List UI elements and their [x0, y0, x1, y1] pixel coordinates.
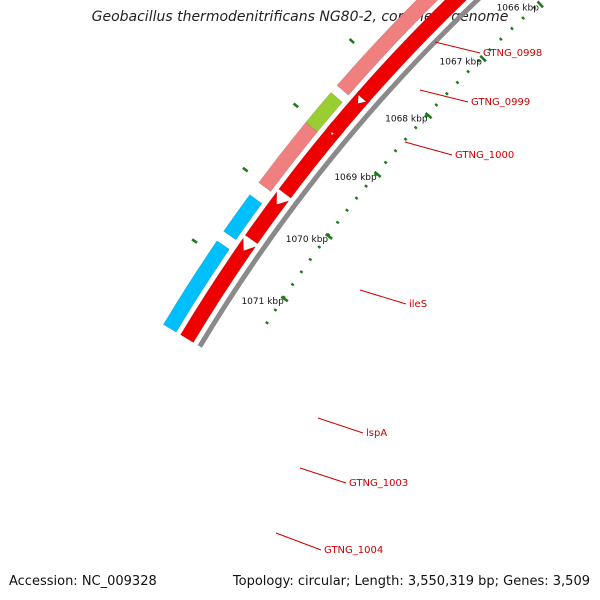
gene-feature: [336, 0, 439, 96]
major-tick: [242, 166, 249, 173]
tick-mark: [455, 80, 460, 85]
kbp-label: 1066 kbp: [497, 3, 540, 13]
tick-mark: [498, 37, 503, 42]
gene-label: GTNG_1003: [349, 478, 408, 489]
leader-line: [419, 89, 469, 103]
tick-mark: [510, 26, 514, 31]
gene-feature: [244, 190, 290, 245]
tick-mark: [487, 47, 492, 52]
kbp-label: 1071 kbp: [241, 297, 284, 307]
kbp-label: 1068 kbp: [385, 114, 428, 124]
tick-mark: [413, 125, 418, 130]
major-tick: [424, 111, 433, 120]
tick-mark: [477, 58, 481, 63]
gene-feature: [278, 121, 345, 199]
label-layer: GTNG_0998 GTNG_0999 GTNG_1000 ileS lspA GTNG_…: [275, 41, 542, 556]
leader-line: [434, 41, 481, 54]
major-tick: [280, 295, 289, 303]
gene-label: lspA: [366, 428, 387, 439]
major-tick: [479, 54, 487, 63]
tick-mark: [354, 196, 359, 201]
tick-mark: [290, 282, 295, 287]
tick-mark: [364, 184, 369, 189]
major-tick: [536, 0, 544, 9]
gene-label: ileS: [409, 299, 427, 310]
tick-mark: [308, 257, 313, 262]
tick-mark: [521, 16, 526, 20]
tick-mark: [383, 160, 388, 165]
backbone-line: [197, 0, 482, 348]
backbone-ring: [197, 0, 482, 348]
kbp-label: 1069 kbp: [334, 173, 377, 183]
major-tick: [324, 232, 333, 240]
tick-mark: [265, 320, 269, 325]
tick-mark: [466, 69, 471, 74]
tick-mark: [273, 308, 278, 312]
topology-summary: Topology: circular; Length: 3,550,319 bp…: [232, 574, 590, 589]
gene-label: GTNG_1004: [324, 545, 383, 556]
tick-mark: [317, 245, 322, 249]
major-tick: [191, 238, 198, 244]
tick-mark: [345, 208, 349, 213]
gene-feature: [305, 91, 343, 133]
tick-mark: [335, 220, 340, 225]
leader-line: [299, 467, 347, 484]
gene-feature: [258, 122, 318, 192]
kbp-label: 1067 kbp: [440, 57, 483, 67]
tick-mark: [434, 103, 439, 107]
gene-feature: [223, 194, 263, 241]
tick-mark: [424, 114, 428, 119]
leader-line: [317, 417, 364, 434]
accession-text: Accession: NC_009328: [9, 574, 157, 589]
gene-feature: [356, 0, 467, 104]
major-tick: [373, 170, 382, 178]
tick-mark: [444, 91, 449, 96]
feature-tracks: [162, 0, 467, 343]
gene-feature: [162, 240, 230, 333]
tick-mark: [393, 148, 398, 153]
leader-line: [275, 532, 322, 551]
kbp-label: 1070 kbp: [286, 235, 329, 245]
major-tick: [348, 38, 355, 45]
gene-label: GTNG_0998: [483, 48, 542, 59]
gene-label: GTNG_1000: [455, 150, 514, 161]
leader-line: [404, 141, 453, 156]
tick-mark: [532, 5, 537, 10]
leader-line: [359, 289, 407, 305]
gene-feature: [180, 237, 257, 343]
tick-mark: [299, 270, 304, 274]
gene-label: GTNG_0999: [471, 97, 530, 108]
major-tick: [292, 102, 300, 109]
tick-mark: [403, 137, 408, 142]
